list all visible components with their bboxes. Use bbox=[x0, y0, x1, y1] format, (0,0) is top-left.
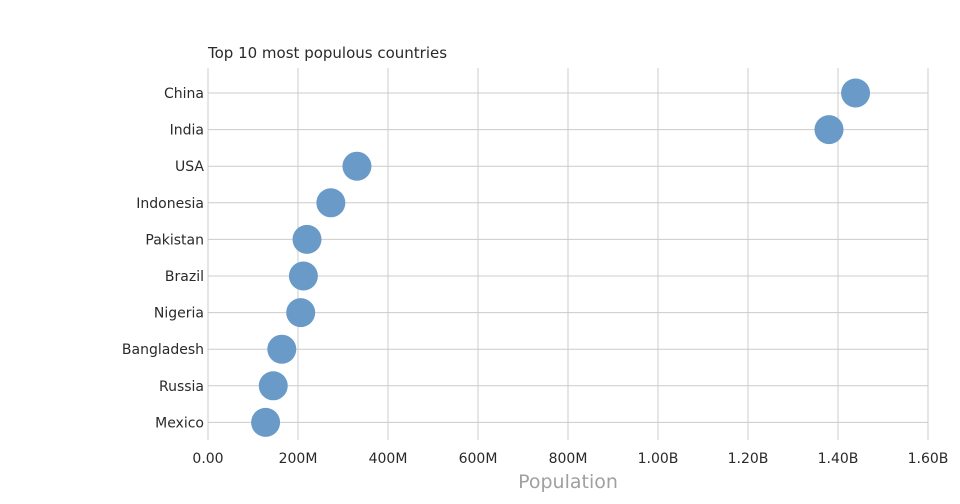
y-tick-label: Brazil bbox=[165, 269, 204, 285]
horizontal-gridlines bbox=[208, 92, 928, 423]
x-tick-label: 400M bbox=[369, 451, 408, 467]
y-tick-label: India bbox=[170, 123, 204, 139]
data-point-usa[interactable] bbox=[342, 151, 372, 181]
x-axis-title: Population bbox=[518, 471, 618, 493]
y-tick-label: Pakistan bbox=[145, 232, 204, 248]
y-tick-label: China bbox=[164, 86, 204, 102]
y-tick-label: Mexico bbox=[155, 415, 204, 431]
x-axis-tick-labels: 0.00 200M 400M 600M 800M 1.00B 1.20B 1.40B 1.60B bbox=[192, 451, 948, 467]
x-tick-label: 800M bbox=[549, 451, 588, 467]
y-tick-label: USA bbox=[175, 159, 204, 175]
y-tick-label: Bangladesh bbox=[122, 342, 204, 358]
y-tick-label: Russia bbox=[159, 379, 204, 395]
x-tick-label: 200M bbox=[279, 451, 318, 467]
x-tick-label: 1.60B bbox=[908, 451, 949, 467]
data-point-indonesia[interactable] bbox=[316, 188, 346, 218]
data-point-russia[interactable] bbox=[258, 371, 288, 401]
data-points bbox=[251, 78, 871, 437]
y-tick-label: Nigeria bbox=[154, 306, 204, 322]
x-tick-label: 1.00B bbox=[638, 451, 679, 467]
x-tick-label: 1.20B bbox=[728, 451, 769, 467]
y-tick-label: Indonesia bbox=[136, 196, 204, 212]
y-axis-tick-labels: China India USA Indonesia Pakistan Brazil Nige… bbox=[122, 86, 205, 431]
chart-title: Top 10 most populous countries bbox=[207, 44, 447, 62]
data-point-pakistan[interactable] bbox=[292, 224, 322, 254]
data-point-nigeria[interactable] bbox=[286, 298, 316, 328]
x-tick-label: 0.00 bbox=[192, 451, 223, 467]
data-point-brazil[interactable] bbox=[288, 261, 318, 291]
data-point-mexico[interactable] bbox=[251, 407, 281, 437]
x-tick-label: 600M bbox=[459, 451, 498, 467]
data-point-china[interactable] bbox=[841, 78, 871, 108]
data-point-bangladesh[interactable] bbox=[267, 334, 297, 364]
data-point-india[interactable] bbox=[814, 115, 844, 145]
x-tick-label: 1.40B bbox=[818, 451, 859, 467]
